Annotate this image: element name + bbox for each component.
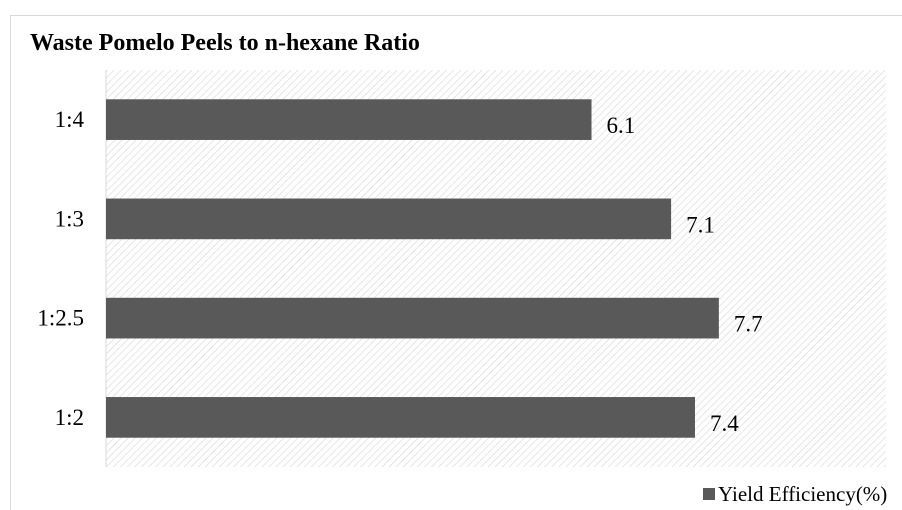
category-label: 1:2.5 [37, 306, 84, 331]
data-label: 7.1 [686, 212, 715, 237]
data-label: 7.4 [710, 411, 739, 436]
bar-1:2.5 [106, 297, 719, 339]
legend-label: Yield Efficiency(%) [718, 481, 888, 506]
legend: Yield Efficiency(%) [703, 481, 888, 506]
data-label: 6.1 [607, 113, 636, 138]
chart-border-left [10, 15, 11, 510]
bar-1:2 [106, 397, 695, 438]
category-label: 1:4 [55, 107, 85, 132]
category-label: 1:2 [55, 405, 84, 430]
bar-1:3 [106, 198, 672, 240]
data-label: 7.7 [734, 312, 763, 337]
category-label: 1:3 [55, 206, 84, 231]
chart-border-top [10, 15, 902, 16]
bar-1:4 [106, 99, 592, 140]
legend-swatch [703, 488, 715, 500]
chart-title: Waste Pomelo Peels to n-hexane Ratio [30, 30, 420, 56]
